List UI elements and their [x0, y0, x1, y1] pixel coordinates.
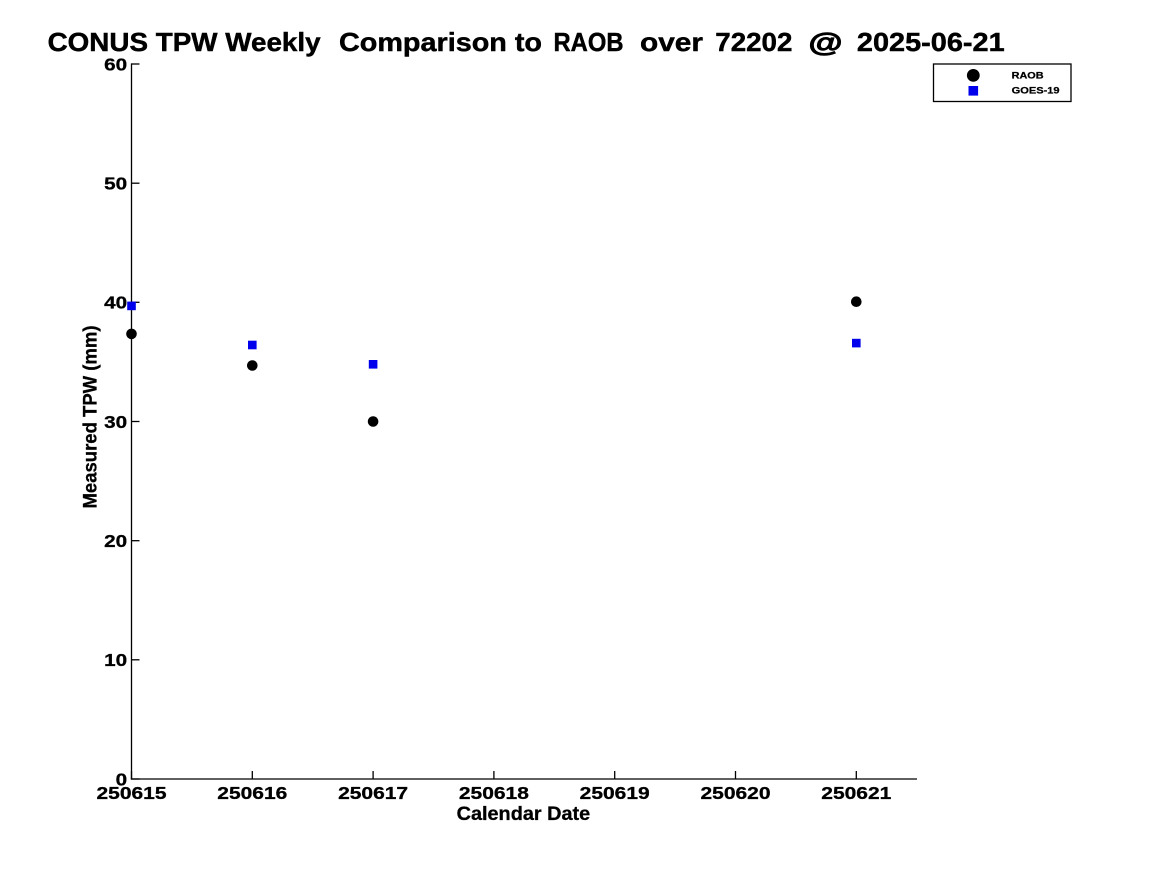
svg-text:Measured TPW (mm): Measured TPW (mm) — [80, 326, 102, 509]
svg-text:Calendar Date: Calendar Date — [457, 803, 591, 825]
svg-text:250618: 250618 — [459, 783, 529, 803]
svg-text:50: 50 — [104, 174, 127, 194]
svg-text:RAOB: RAOB — [554, 27, 624, 57]
svg-text:250617: 250617 — [338, 783, 408, 803]
svg-text:60: 60 — [104, 54, 127, 74]
svg-text:250619: 250619 — [580, 783, 650, 803]
svg-text:30: 30 — [104, 412, 127, 432]
svg-text:GOES-19: GOES-19 — [1012, 86, 1060, 97]
svg-text:72202: 72202 — [715, 27, 792, 57]
svg-text:over: over — [640, 27, 703, 57]
svg-text:40: 40 — [104, 293, 127, 313]
svg-text:10: 10 — [104, 650, 127, 670]
svg-text:250616: 250616 — [217, 783, 287, 803]
svg-text:Comparison to: Comparison to — [339, 27, 542, 57]
svg-text:0: 0 — [116, 769, 128, 789]
svg-text:250621: 250621 — [821, 783, 891, 803]
svg-text:20: 20 — [104, 531, 127, 551]
svg-text:RAOB: RAOB — [1012, 71, 1044, 82]
svg-text:250620: 250620 — [701, 783, 771, 803]
svg-text:CONUS TPW Weekly: CONUS TPW Weekly — [48, 27, 322, 57]
svg-text:250615: 250615 — [97, 783, 167, 803]
svg-text:2025-06-21: 2025-06-21 — [857, 27, 1005, 57]
svg-text:@: @ — [809, 27, 843, 57]
